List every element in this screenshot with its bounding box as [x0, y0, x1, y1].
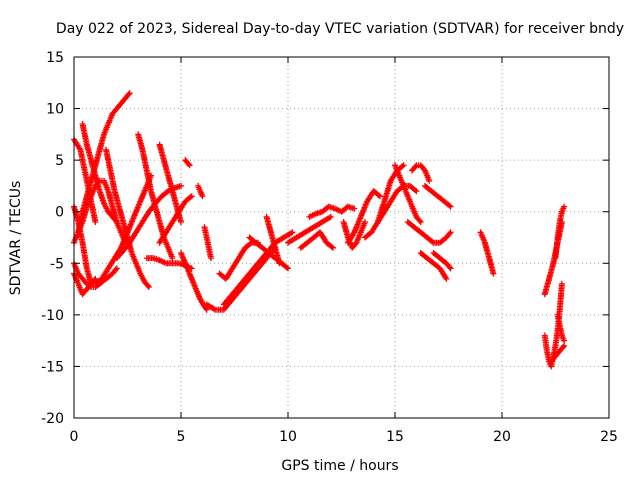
- data-series: [306, 203, 358, 220]
- data-series: [430, 250, 454, 272]
- plot-frame: [73, 56, 610, 419]
- data-point-markers: [422, 182, 454, 210]
- x-tick-label: 5: [177, 429, 186, 445]
- data-series: [392, 162, 424, 225]
- data-series: [135, 131, 176, 262]
- data-series: [344, 188, 383, 246]
- data-point-markers: [75, 177, 129, 246]
- data-point-markers: [285, 213, 334, 246]
- data-series: [195, 182, 206, 200]
- data-series: [409, 162, 433, 184]
- data-series: [201, 224, 214, 262]
- data-point-markers: [404, 219, 454, 246]
- data-series: [417, 250, 450, 282]
- data-point-markers: [477, 229, 497, 277]
- data-point-markers: [297, 229, 336, 251]
- data-series: [178, 250, 210, 313]
- data-point-markers: [548, 342, 568, 365]
- grid-lines: [74, 57, 609, 418]
- data-series: [374, 182, 420, 225]
- data-point-markers: [306, 203, 358, 220]
- x-tick-label: 0: [70, 429, 79, 445]
- data-series: [552, 203, 568, 262]
- data-point-markers: [430, 250, 454, 272]
- y-tick-label: 0: [55, 205, 64, 221]
- data-point-markers: [156, 193, 195, 246]
- y-tick-label: 5: [55, 153, 64, 169]
- data-point-markers: [409, 162, 433, 184]
- y-axis-label: SDTVAR / TECUs: [8, 181, 24, 296]
- data-series: [404, 219, 454, 246]
- y-tick-label: -15: [41, 359, 64, 375]
- data-point-markers: [263, 213, 283, 267]
- data-point-markers: [344, 188, 383, 246]
- y-tick-label: -20: [41, 411, 64, 427]
- data-series: [297, 229, 336, 251]
- data-point-markers: [135, 131, 176, 262]
- data-point-markers: [552, 203, 568, 262]
- chart-title: Day 022 of 2023, Sidereal Day-to-day VTE…: [56, 21, 624, 37]
- data-series: [422, 182, 454, 210]
- x-axis-label: GPS time / hours: [281, 458, 398, 474]
- x-tick-label: 10: [279, 429, 297, 445]
- data-series: [285, 213, 334, 246]
- data-series: [554, 311, 568, 344]
- data-series: [548, 342, 568, 365]
- data-point-markers: [195, 182, 206, 200]
- data-point-markers: [374, 182, 420, 225]
- data-points: [71, 90, 568, 370]
- y-tick-label: 15: [46, 50, 64, 66]
- data-point-markers: [182, 157, 193, 169]
- axis-ticks: 0 5 10 15 20 25 -20 -15 -10 -5 0 5 10 15: [41, 50, 618, 445]
- y-tick-label: -5: [50, 256, 64, 272]
- data-series: [263, 213, 283, 267]
- data-point-markers: [178, 250, 210, 313]
- data-point-markers: [201, 224, 214, 262]
- data-series: [156, 193, 195, 246]
- x-tick-label: 25: [600, 429, 618, 445]
- data-point-markers: [554, 311, 568, 344]
- data-series: [75, 177, 129, 246]
- data-series: [477, 229, 497, 277]
- y-tick-label: 10: [46, 102, 64, 118]
- x-tick-label: 15: [386, 429, 404, 445]
- y-tick-label: -10: [41, 308, 64, 324]
- data-point-markers: [417, 250, 450, 282]
- x-tick-label: 20: [493, 429, 511, 445]
- data-point-markers: [392, 162, 424, 225]
- data-series: [182, 157, 193, 169]
